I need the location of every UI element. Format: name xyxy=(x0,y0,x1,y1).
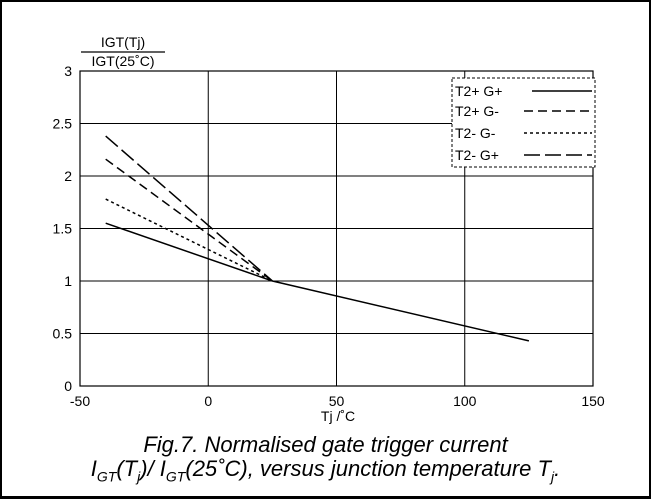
series-line-solid xyxy=(105,222,530,342)
x-tick-label: 100 xyxy=(453,393,477,409)
caption-text: (25˚C), versus junction temperature T xyxy=(185,456,551,481)
caption-text: . xyxy=(554,456,561,481)
series-line-longdash xyxy=(105,135,273,282)
series-line-dotted xyxy=(105,198,273,282)
caption-text: (T xyxy=(116,456,138,481)
legend-label-1: T2+ G+ xyxy=(455,83,502,99)
x-tick-label: 0 xyxy=(204,393,212,409)
y-tick-label: 0 xyxy=(64,378,72,394)
y-tick-label: 3 xyxy=(64,63,72,79)
legend-box xyxy=(451,77,596,168)
caption-line-1: Fig.7. Normalised gate trigger current xyxy=(143,432,508,457)
legend: T2+ G+ T2+ G- T2- G- T2- G+ xyxy=(451,77,596,168)
legend-label-2: T2+ G- xyxy=(455,103,499,119)
caption-igt: I xyxy=(90,456,97,481)
legend-label-3: T2- G- xyxy=(455,125,496,141)
y-tick-label: 1 xyxy=(64,273,72,289)
caption-sub-j: j xyxy=(137,468,141,485)
caption-sub-gt: GT xyxy=(96,468,117,485)
x-tick-label: 50 xyxy=(329,393,345,409)
y-tick-label: 1.5 xyxy=(53,221,73,237)
caption-line-2: IGT(Tj)/ IGT(25˚C), versus junction temp… xyxy=(0,457,651,488)
series-lines xyxy=(105,135,530,342)
x-tick-label: 150 xyxy=(581,393,605,409)
caption-sub-j: j xyxy=(550,468,555,485)
y-tick-label: 2.5 xyxy=(53,116,73,132)
y-tick-label: 0.5 xyxy=(53,326,73,342)
y-tick-label: 2 xyxy=(64,168,72,184)
x-axis-label: Tj /˚C xyxy=(321,408,355,424)
series-line-dashed xyxy=(105,158,273,282)
y-axis-label-denominator: IGT(25˚C) xyxy=(92,53,155,69)
plot-border xyxy=(79,70,594,387)
caption-text: )/ I xyxy=(140,456,166,481)
x-tick-label: -50 xyxy=(70,393,90,409)
caption-sub-gt: GT xyxy=(165,468,186,485)
y-axis-label-numerator: IGT(Tj) xyxy=(101,34,145,50)
legend-label-4: T2- G+ xyxy=(455,147,499,163)
